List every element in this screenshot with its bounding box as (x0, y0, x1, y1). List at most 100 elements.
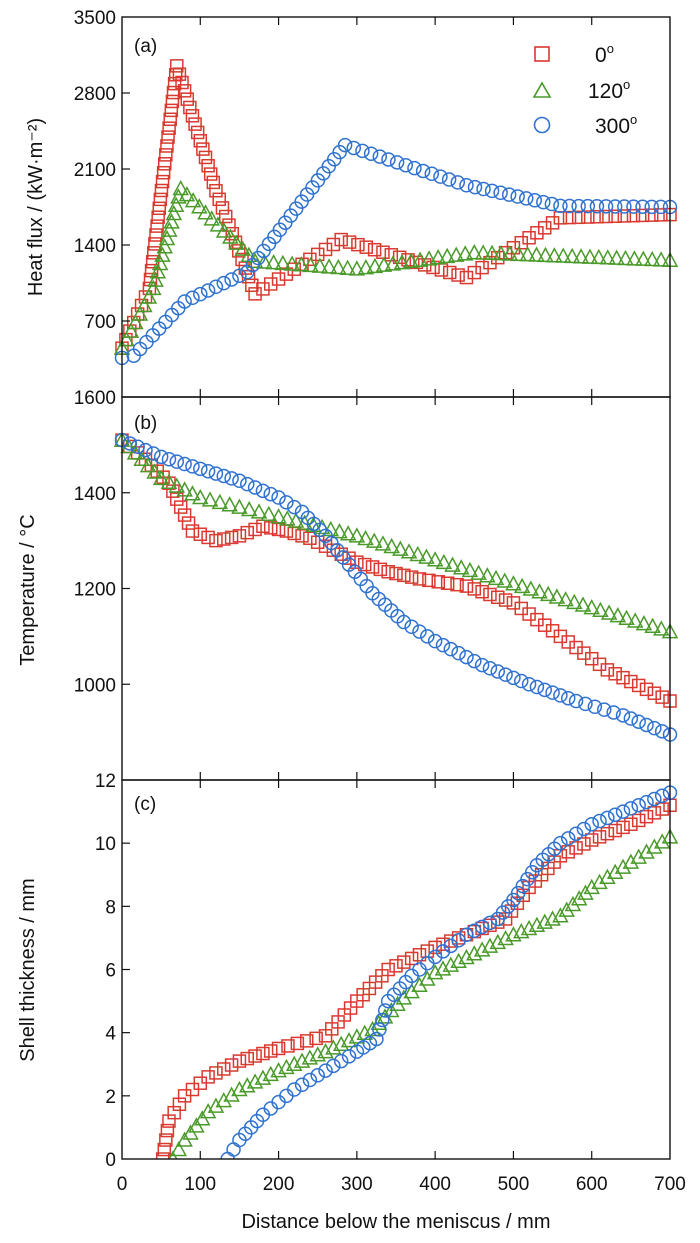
legend-triangle-marker (532, 81, 552, 98)
marker-p2-s1-6 (199, 1103, 217, 1119)
marker-p0-s2-41 (389, 155, 405, 170)
marker-p0-s1-69 (590, 248, 608, 265)
marker-p0-s0-26 (163, 112, 177, 127)
marker-p2-s2-14 (318, 1063, 333, 1078)
marker-p1-s2-6 (161, 451, 177, 467)
marker-p2-s1-58 (591, 873, 608, 890)
marker-p0-s0-88 (483, 255, 497, 270)
y-tick-label-c-1: 2 (105, 1087, 116, 1108)
marker-p0-s0-17 (153, 192, 168, 207)
marker-p0-s2-37 (355, 143, 370, 159)
marker-p2-s2-61 (623, 801, 639, 816)
marker-p2-s1-54 (564, 895, 582, 912)
series-a-2 (114, 137, 678, 366)
marker-p2-s0-3 (160, 1123, 175, 1138)
marker-p0-s0-74 (367, 242, 382, 257)
marker-p2-s0-5 (167, 1105, 181, 1120)
marker-p0-s2-71 (653, 199, 669, 215)
marker-p0-s1-28 (228, 234, 245, 250)
marker-p1-s2-8 (177, 456, 192, 472)
marker-p1-s1-56 (592, 601, 609, 618)
legend-entry-2: 300o (533, 112, 637, 138)
marker-p2-s0-0 (155, 1152, 170, 1159)
marker-p1-s0-27 (295, 529, 309, 543)
marker-p2-s0-71 (655, 802, 669, 816)
marker-p1-s1-32 (383, 537, 400, 554)
marker-p2-s1-25 (348, 1028, 366, 1044)
marker-p1-s1-40 (452, 559, 470, 575)
marker-p0-s0-94 (530, 226, 544, 240)
marker-p1-s0-28 (303, 531, 317, 545)
marker-p0-s1-10 (151, 254, 169, 271)
marker-p1-s2-20 (271, 490, 286, 505)
marker-p1-s0-69 (631, 678, 646, 693)
marker-p2-s0-23 (309, 1031, 323, 1046)
marker-p0-s1-4 (131, 305, 149, 321)
marker-p2-s2-56 (584, 816, 599, 832)
marker-p1-s1-50 (539, 585, 557, 602)
marker-p1-s1-18 (260, 505, 278, 522)
marker-p2-s0-60 (569, 841, 583, 855)
marker-p0-s1-51 (429, 249, 447, 265)
marker-p0-s0-79 (409, 255, 424, 270)
marker-p0-s0-87 (475, 260, 489, 275)
marker-p1-s1-36 (418, 548, 435, 564)
marker-p1-s2-59 (545, 685, 560, 700)
marker-p2-s1-64 (638, 843, 655, 859)
marker-p0-s0-30 (167, 76, 182, 91)
marker-p1-s2-58 (537, 682, 552, 698)
marker-p1-s2-68 (623, 711, 639, 726)
legend-square-marker (534, 46, 550, 62)
marker-p1-s1-48 (522, 580, 540, 596)
marker-p0-s0-16 (152, 201, 167, 216)
marker-p0-s1-3 (127, 313, 144, 330)
marker-p0-s0-54 (232, 244, 246, 258)
marker-p2-s2-23 (375, 1012, 390, 1028)
marker-p0-s0-101 (590, 210, 604, 224)
marker-p1-s1-37 (426, 551, 444, 567)
marker-p1-s2-11 (200, 463, 216, 479)
marker-p2-s1-24 (340, 1031, 358, 1048)
panel-a-y-axis-label: Heat flux / (kW·m⁻²) (25, 118, 47, 296)
marker-p0-s0-85 (459, 270, 474, 285)
marker-p0-s2-48 (450, 175, 466, 190)
marker-p0-s1-60 (510, 245, 528, 262)
marker-p1-s2-5 (153, 449, 169, 465)
marker-p1-s2-15 (232, 473, 247, 489)
marker-p0-s1-72 (617, 249, 634, 266)
marker-p0-s0-98 (562, 210, 577, 225)
marker-p1-s0-16 (209, 533, 223, 548)
marker-p0-s2-64 (589, 199, 605, 214)
marker-p0-s1-22 (191, 198, 208, 214)
marker-p1-s0-36 (365, 560, 380, 574)
marker-p1-s2-53 (498, 667, 513, 682)
marker-p1-s2-44 (427, 633, 443, 649)
marker-p1-s0-66 (608, 667, 622, 681)
marker-p1-s0-70 (639, 682, 654, 697)
marker-p2-s0-61 (577, 837, 591, 851)
marker-p1-s0-67 (616, 670, 630, 685)
marker-p0-s1-27 (222, 228, 239, 244)
marker-p2-s0-20 (281, 1039, 295, 1053)
marker-p2-s2-65 (654, 788, 670, 804)
marker-p0-s2-67 (617, 199, 632, 214)
marker-p2-s0-42 (444, 934, 458, 948)
marker-p2-s2-59 (607, 807, 623, 822)
marker-p2-s1-16 (278, 1058, 295, 1075)
marker-p0-s0-33 (172, 67, 187, 81)
marker-p2-s0-65 (608, 823, 622, 838)
marker-p0-s1-43 (357, 259, 375, 275)
marker-p2-s1-20 (309, 1046, 326, 1062)
marker-p2-s1-36 (426, 964, 444, 980)
y-tick-label-a-1: 1400 (74, 236, 116, 257)
marker-p0-s0-42 (196, 142, 210, 156)
marker-p2-s2-21 (369, 1031, 384, 1047)
marker-p0-s1-50 (420, 250, 438, 266)
marker-p1-s1-58 (609, 607, 627, 623)
marker-p0-s2-65 (598, 199, 614, 214)
series-c-1 (168, 828, 678, 1159)
marker-p1-s2-43 (420, 629, 435, 644)
marker-p2-s1-22 (325, 1039, 342, 1055)
marker-p0-s0-29 (166, 85, 181, 100)
x-tick-label-0: 0 (117, 1174, 128, 1195)
